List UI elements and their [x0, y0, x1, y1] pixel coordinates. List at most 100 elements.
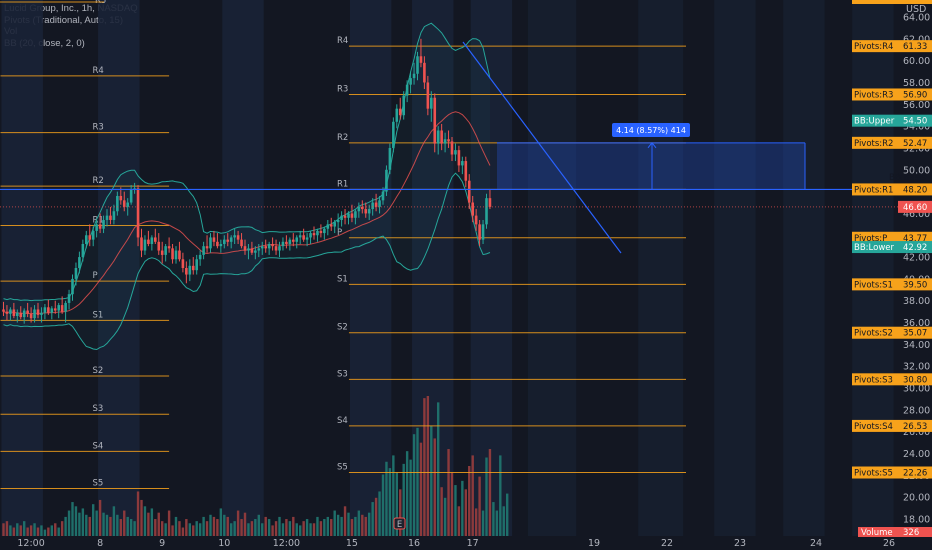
axis-tag-value: 42.92: [903, 243, 927, 253]
volume-bar: [185, 519, 188, 536]
candle-body: [188, 265, 192, 275]
volume-bar: [74, 506, 78, 536]
candle-body: [450, 141, 454, 155]
volume-bars: [2, 396, 509, 536]
time-axis-bg: [0, 536, 932, 550]
time-axis[interactable]: 12:00 8 9 10 12:00 15 16 17 19 22 23 24 26: [0, 536, 932, 550]
candle-body: [461, 161, 464, 166]
axis-tag-value-bg: [898, 278, 932, 291]
volume-bar: [368, 512, 371, 536]
volume-bar: [309, 523, 312, 536]
volume-bar: [295, 523, 298, 536]
session-band: [222, 0, 264, 536]
session-band: [470, 0, 513, 536]
time-tick: 19: [588, 538, 600, 549]
volume-bar: [437, 402, 440, 536]
volume-bar: [330, 519, 333, 536]
candle-body: [50, 308, 54, 313]
bb-basis-tag: BB:Basis: [889, 173, 926, 183]
price-range-measure[interactable]: 4.14 (8.57%) 414: [497, 123, 806, 190]
candle-body: [102, 219, 105, 229]
price-tick: 46.00: [903, 209, 930, 220]
candle-body: [226, 239, 230, 242]
legend-bollinger[interactable]: BB (20, close, 2, 0): [4, 37, 85, 49]
legend-pivots[interactable]: Pivots (Traditional, Auto, 15): [4, 14, 123, 26]
pivot-label: R2: [337, 133, 348, 143]
time-tick: 16: [408, 538, 420, 549]
volume-bar: [147, 512, 150, 536]
pivot-label: R3: [93, 123, 104, 133]
axis-tag-bg: [852, 326, 898, 339]
candle-body: [323, 228, 326, 234]
candle-body: [29, 313, 33, 319]
volume-bar: [112, 506, 116, 536]
volume-bar: [250, 521, 254, 536]
volume-bar: [361, 514, 364, 536]
trend-line[interactable]: [462, 41, 622, 254]
volume-bar: [26, 527, 29, 536]
volume-bar: [336, 514, 340, 536]
candle-body: [53, 308, 57, 311]
candle-body: [333, 222, 336, 227]
axis-tag-bg: [852, 0, 932, 4]
volume-bar: [29, 525, 33, 536]
axis-tag-label: BB:Lower: [854, 243, 894, 253]
volume-bar: [19, 525, 22, 536]
candle-body: [474, 215, 478, 225]
pivot-label: S1: [93, 310, 104, 320]
price-tick: 26.00: [903, 427, 930, 438]
axis-tag-label: Pivots:S5: [854, 469, 893, 479]
volume-bar: [126, 516, 129, 536]
earnings-marker[interactable]: E: [393, 517, 406, 530]
session-band: [783, 0, 825, 536]
candle-body: [81, 243, 85, 258]
candle-body: [392, 121, 395, 148]
candle-body: [122, 200, 126, 207]
bb-lower-line: [3, 172, 491, 351]
volume-bar: [205, 521, 209, 536]
candle-body: [164, 246, 167, 255]
axis-tag-label: Pivots:S4: [854, 422, 893, 432]
volume-bar: [395, 472, 398, 536]
axis-tag-label: Pivots:R4: [854, 42, 893, 52]
candle-body: [129, 189, 133, 203]
candle-body: [271, 243, 274, 247]
volume-bar: [192, 525, 195, 536]
price-tick: 42.00: [903, 253, 930, 264]
candle-body: [312, 233, 316, 236]
candle-body: [195, 259, 198, 271]
candle-body: [154, 237, 157, 242]
axis-tag-label: Pivots:P: [854, 234, 887, 244]
measure-box: [497, 142, 805, 190]
volume-bar: [326, 516, 329, 536]
measure-arrowhead: [647, 142, 657, 149]
volume-bar: [105, 514, 109, 536]
volume-bar: [305, 519, 309, 536]
time-tick: 24: [810, 538, 822, 549]
candle-body: [147, 239, 150, 244]
volume-bar: [340, 516, 343, 536]
volume-bar: [399, 489, 402, 536]
volume-bar: [60, 521, 64, 536]
axis-tag-value: 26.53: [903, 422, 927, 432]
axis-tag-value-bg: [898, 231, 932, 244]
volume-bar: [143, 506, 147, 536]
volume-bar: [499, 455, 502, 536]
volume-bar: [285, 519, 288, 536]
candle-body: [98, 224, 102, 229]
volume-bar: [136, 491, 140, 536]
volume-bar: [226, 516, 229, 536]
axis-tag-bg: [852, 373, 898, 386]
pivot-label: P: [93, 271, 98, 281]
legend-title[interactable]: Lucid Group, Inc., 1h, NASDAQ: [4, 3, 138, 14]
volume-tag-value-bg: [898, 527, 932, 537]
candle-body: [329, 224, 333, 227]
volume-bar: [343, 506, 347, 536]
candle-body: [347, 213, 350, 218]
earnings-badge: [393, 517, 406, 530]
volume-bar: [457, 506, 461, 536]
volume-bar: [454, 485, 457, 536]
axis-tag-bg: [852, 136, 898, 149]
volume-bar: [57, 527, 60, 536]
